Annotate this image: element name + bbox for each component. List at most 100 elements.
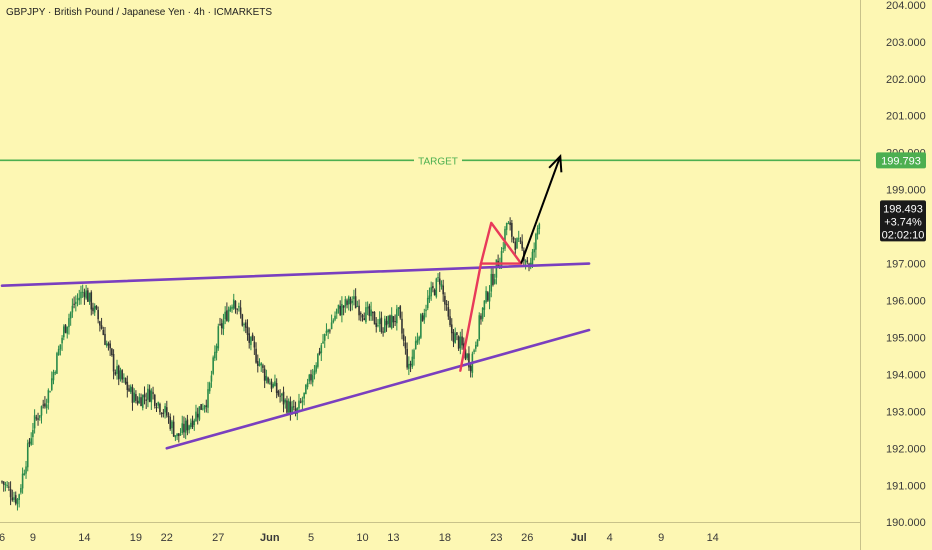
symbol-title[interactable]: GBPJPY · British Pound / Japanese Yen · … — [6, 7, 273, 18]
candle-body — [109, 343, 111, 349]
candle-body — [354, 296, 357, 309]
candle-body — [207, 389, 209, 408]
time-tick-label: 22 — [161, 532, 173, 544]
candle-body — [107, 343, 110, 346]
candle-body — [80, 291, 82, 299]
candle-body — [464, 349, 467, 360]
candle-body — [123, 377, 125, 379]
candle-body — [167, 415, 170, 417]
candle-body — [279, 395, 281, 397]
candle-body — [476, 339, 479, 347]
target-price-badge[interactable] — [876, 152, 926, 169]
candle-body — [504, 228, 506, 249]
candle-body — [438, 278, 441, 285]
candle-body — [516, 238, 518, 249]
candle-body — [140, 397, 142, 407]
candle-body — [136, 400, 139, 404]
candle-body — [375, 323, 378, 327]
time-tick-label: 27 — [212, 532, 224, 544]
candle-body — [334, 315, 336, 320]
candle-body — [208, 382, 211, 392]
candle-body — [368, 305, 371, 316]
candle-body — [389, 315, 391, 328]
candle-body — [291, 406, 293, 414]
candle-body — [480, 315, 482, 320]
pennant-triangle[interactable] — [479, 221, 523, 265]
candle-body — [112, 354, 115, 372]
current-price-label: 198.493 — [883, 203, 923, 215]
candle-body — [306, 382, 309, 388]
candle-body — [358, 305, 360, 316]
candle-body — [382, 331, 384, 333]
candle-body — [432, 286, 434, 289]
candle-body — [428, 295, 431, 300]
price-tick-label: 190.000 — [886, 517, 926, 529]
candle-body — [450, 324, 453, 334]
candle-body — [44, 403, 46, 407]
candle-body — [81, 291, 84, 293]
lower-channel-line[interactable] — [165, 328, 591, 450]
candle-body — [30, 438, 32, 445]
upper-channel-line[interactable] — [0, 262, 591, 288]
candle-body — [418, 336, 420, 341]
candle-body — [219, 324, 221, 326]
candle-body — [351, 300, 353, 303]
current-price-badge[interactable] — [880, 200, 926, 242]
candle-body — [99, 321, 101, 326]
candle-body — [241, 314, 244, 326]
candle-body — [153, 394, 156, 406]
candle-body — [184, 420, 187, 433]
candle-body — [517, 238, 520, 240]
candle-body — [248, 333, 250, 343]
candle-body — [21, 473, 24, 489]
candle-body — [363, 318, 366, 321]
candle-body — [377, 325, 379, 327]
candle-body — [315, 365, 317, 372]
candle-body — [169, 416, 172, 429]
candle-body — [452, 331, 455, 342]
candle-body — [135, 394, 137, 401]
candle-body — [117, 365, 120, 380]
candle-body — [95, 305, 98, 309]
candle-body — [322, 341, 324, 344]
candle-body — [320, 345, 323, 353]
candle-body — [52, 372, 55, 381]
candle-body — [179, 434, 182, 436]
projection-arrow-shaft[interactable] — [520, 156, 562, 264]
candle-body — [260, 363, 263, 366]
candle-body — [533, 249, 535, 253]
candle-body — [353, 296, 355, 300]
candle-body — [217, 326, 220, 349]
candle-body — [337, 304, 340, 309]
candle-body — [281, 393, 283, 396]
candle-body — [111, 348, 113, 355]
candle-body — [344, 299, 347, 307]
candle-body — [195, 411, 197, 422]
candle-body — [63, 326, 65, 338]
candle-body — [203, 405, 206, 409]
candle-body — [536, 228, 539, 235]
candle-body — [396, 308, 398, 324]
candle-body — [124, 378, 127, 384]
candle-body — [102, 329, 105, 335]
candle-body — [265, 375, 268, 381]
candle-body — [478, 315, 481, 340]
candle-body — [75, 301, 77, 304]
time-tick-label: 6 — [0, 532, 5, 544]
candle-body — [263, 368, 266, 381]
flag-pole-line[interactable] — [459, 262, 483, 372]
candle-body — [447, 307, 450, 317]
candle-body — [2, 481, 5, 485]
candle-body — [437, 277, 439, 279]
candle-body — [325, 330, 328, 333]
candle-body — [408, 363, 410, 369]
candle-body — [191, 420, 194, 427]
candle-body — [148, 389, 151, 402]
candle-body — [456, 332, 458, 335]
candle-body — [224, 311, 226, 320]
candle-body — [26, 443, 29, 468]
candle-body — [121, 370, 123, 380]
candle-body — [433, 289, 436, 296]
candle-body — [92, 307, 94, 312]
